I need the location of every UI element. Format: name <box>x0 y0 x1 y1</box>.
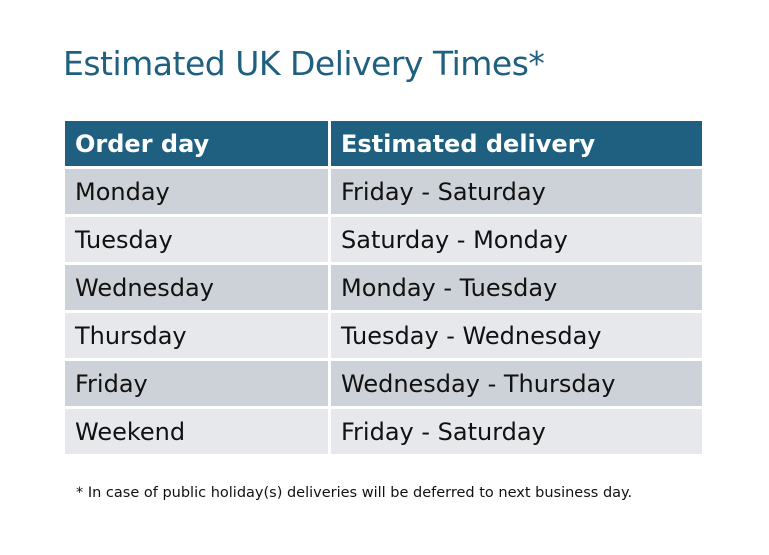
delivery-cell: Friday - Saturday <box>331 409 702 454</box>
table-row: Tuesday Saturday - Monday <box>65 217 702 262</box>
order-day-cell: Friday <box>65 361 328 406</box>
table-row: Friday Wednesday - Thursday <box>65 361 702 406</box>
table-row: Thursday Tuesday - Wednesday <box>65 313 702 358</box>
order-day-cell: Thursday <box>65 313 328 358</box>
order-day-cell: Wednesday <box>65 265 328 310</box>
order-day-cell: Tuesday <box>65 217 328 262</box>
delivery-cell: Tuesday - Wednesday <box>331 313 702 358</box>
table-header-row: Order day Estimated delivery <box>65 121 702 166</box>
table-row: Weekend Friday - Saturday <box>65 409 702 454</box>
footnote: * In case of public holiday(s) deliverie… <box>76 485 633 501</box>
order-day-cell: Weekend <box>65 409 328 454</box>
order-day-cell: Monday <box>65 169 328 214</box>
delivery-cell: Saturday - Monday <box>331 217 702 262</box>
table-row: Monday Friday - Saturday <box>65 169 702 214</box>
delivery-cell: Friday - Saturday <box>331 169 702 214</box>
delivery-cell: Wednesday - Thursday <box>331 361 702 406</box>
header-order-day: Order day <box>65 121 328 166</box>
delivery-times-table: Order day Estimated delivery Monday Frid… <box>62 118 705 457</box>
table-row: Wednesday Monday - Tuesday <box>65 265 702 310</box>
delivery-cell: Monday - Tuesday <box>331 265 702 310</box>
page-title: Estimated UK Delivery Times* <box>63 44 545 83</box>
header-estimated-delivery: Estimated delivery <box>331 121 702 166</box>
